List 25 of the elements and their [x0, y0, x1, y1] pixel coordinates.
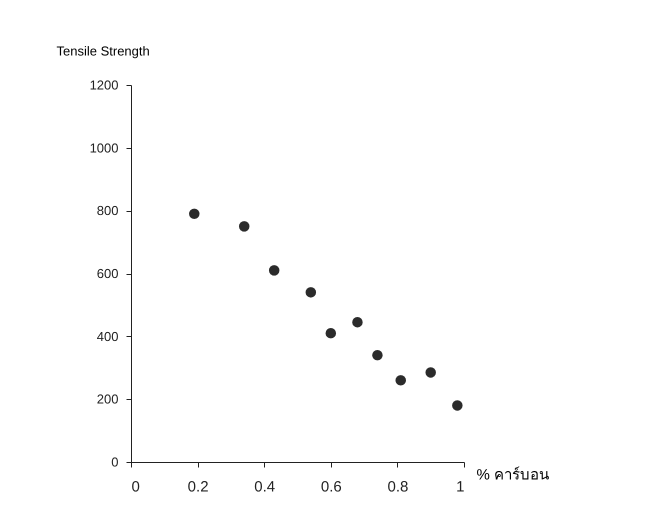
x-tick-label: 0.6	[320, 478, 342, 496]
y-tick-label: 800	[96, 203, 118, 218]
x-tick-label: 0.8	[387, 478, 408, 496]
y-tick-label: 1200	[90, 78, 118, 92]
point	[306, 287, 316, 298]
y-tick-label: 200	[96, 392, 118, 407]
y-tick-label: 600	[96, 266, 118, 281]
y-tick-label: 0	[111, 454, 118, 470]
point	[238, 221, 250, 232]
x-tick-label: 0.2	[188, 478, 209, 496]
point	[452, 400, 463, 411]
y-tick-label: 400	[96, 328, 118, 344]
y-axis-title: Tensile Strength	[56, 44, 150, 58]
y-tick-label: 1000	[90, 140, 118, 156]
point	[189, 208, 200, 220]
x-tick-label: 1	[456, 478, 464, 496]
x-tick-label: 0.4	[254, 478, 276, 496]
point	[425, 367, 436, 378]
point	[268, 265, 280, 276]
x-tick-label: 0	[132, 478, 140, 496]
point	[326, 328, 336, 338]
x-axis-title: % คาร์บอน	[476, 466, 550, 484]
point	[395, 375, 406, 386]
point	[372, 350, 383, 360]
point	[352, 316, 363, 328]
